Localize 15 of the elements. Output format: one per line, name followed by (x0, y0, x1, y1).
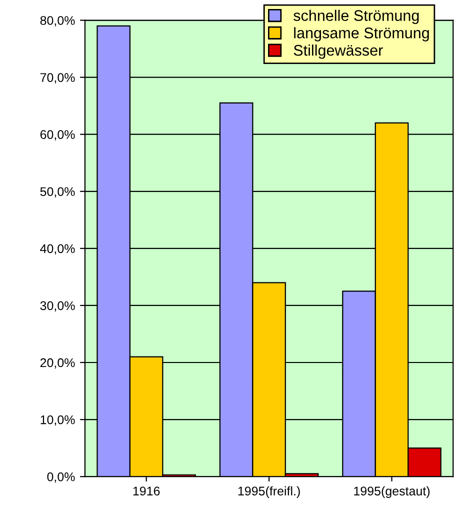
y-tick-label: 20,0% (40, 358, 75, 369)
y-tick-label: 30,0% (40, 301, 75, 312)
legend-label: langsame Strömung (294, 27, 429, 42)
y-tick-label: 80,0% (40, 16, 75, 26)
x-tick-label: 1916 (133, 486, 160, 496)
y-tick-label: 10,0% (40, 415, 75, 426)
y-tick-label: 50,0% (40, 187, 75, 198)
legend-label: Stillgewässer (294, 44, 383, 59)
y-tick-label: 70,0% (40, 73, 75, 84)
x-tick-label: 1995(gestaut) (354, 486, 430, 498)
y-tick-label: 60,0% (40, 130, 75, 140)
x-tick-label: 1995(freifl.) (238, 486, 300, 498)
y-tick-label: 0,0% (47, 472, 75, 483)
legend-label: schnelle Strömung (294, 10, 419, 24)
y-tick-label: 40,0% (40, 244, 75, 255)
